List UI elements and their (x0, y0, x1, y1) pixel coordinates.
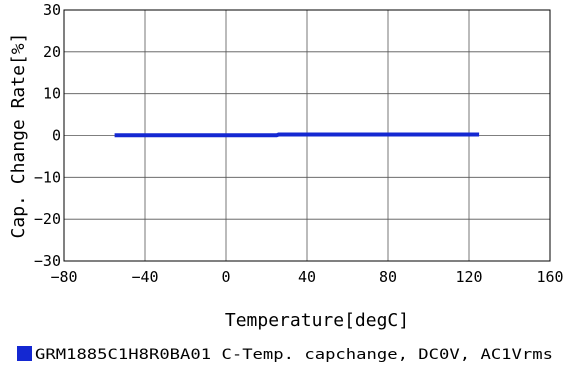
x-tick-label: 120 (455, 268, 482, 286)
x-tick-label: −80 (50, 268, 77, 286)
y-tick-label: −10 (34, 168, 61, 186)
y-axis-label: Cap. Change Rate[%] (8, 33, 29, 239)
y-tick-labels: −30 −20 −10 0 10 20 30 (34, 1, 61, 270)
legend-swatch (17, 346, 32, 361)
legend-entry-label: GRM1885C1H8R0BA01 C-Temp. capchange, DC0… (35, 347, 553, 363)
y-tick-label: 20 (43, 43, 61, 61)
x-tick-label: 0 (221, 268, 230, 286)
y-tick-label: −30 (34, 252, 61, 270)
x-tick-label: 160 (536, 268, 563, 286)
x-tick-label: 80 (379, 268, 397, 286)
y-tick-label: −20 (34, 210, 61, 228)
y-tick-label: 10 (43, 85, 61, 103)
x-tick-labels: −80 −40 0 40 80 120 160 (50, 268, 563, 286)
x-axis-label: Temperature[degC] (225, 310, 409, 331)
x-tick-label: −40 (131, 268, 158, 286)
y-tick-label: 30 (43, 1, 61, 19)
series-line (114, 132, 480, 138)
series-layer (114, 132, 480, 138)
x-tick-label: 40 (298, 268, 316, 286)
y-tick-label: 0 (52, 127, 61, 145)
plot-frame (63, 9, 551, 262)
